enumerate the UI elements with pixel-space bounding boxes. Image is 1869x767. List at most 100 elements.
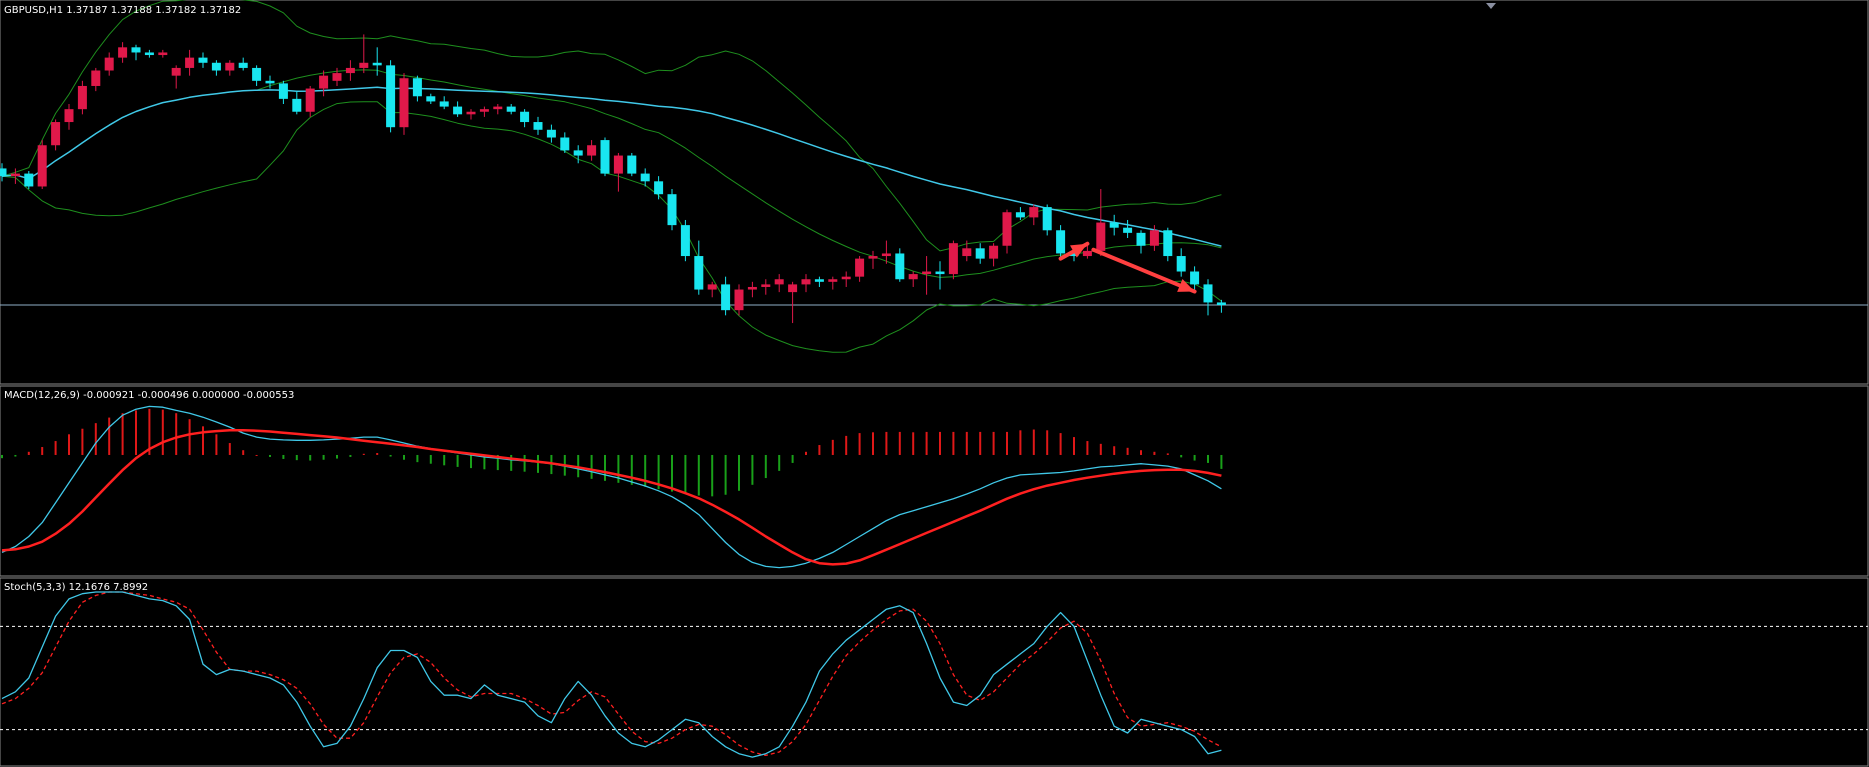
- candle-body: [881, 253, 891, 257]
- stochastic-pane[interactable]: Stoch(5,3,3) 12.1676 7.8992: [0, 577, 1869, 767]
- candle-body: [198, 57, 208, 63]
- candle: [761, 279, 771, 295]
- candle-body: [453, 106, 463, 115]
- candle: [1082, 245, 1092, 259]
- candle-body: [680, 225, 690, 257]
- macd-histogram: [1, 408, 1223, 497]
- candle-body: [895, 253, 905, 280]
- price-pane-border: [0, 0, 1869, 385]
- price-pane[interactable]: GBPUSD,H1 1.37187 1.37188 1.37182 1.3718…: [0, 0, 1869, 385]
- candle: [359, 34, 369, 74]
- candle: [372, 47, 382, 76]
- price-chart-header: GBPUSD,H1 1.37187 1.37188 1.37182 1.3718…: [4, 5, 241, 16]
- candle-body: [573, 150, 583, 156]
- candle-body: [372, 62, 382, 66]
- candle: [278, 80, 288, 105]
- candle-body: [627, 155, 637, 174]
- candle: [91, 67, 101, 92]
- candle: [1042, 204, 1052, 236]
- candle-body: [185, 57, 195, 68]
- candle: [104, 52, 114, 76]
- candle: [1176, 248, 1186, 277]
- candle: [238, 57, 248, 71]
- candle: [962, 240, 972, 262]
- candle: [721, 276, 731, 316]
- candle-body: [935, 271, 945, 275]
- candle-body: [1056, 230, 1066, 254]
- moving-average: [1, 86, 1222, 247]
- candle: [868, 250, 878, 269]
- macd-pane[interactable]: MACD(12,26,9) -0.000921 -0.000496 0.0000…: [0, 385, 1869, 577]
- candle: [10, 168, 20, 184]
- down-arrow-icon-head: [1177, 278, 1195, 292]
- candle-body: [948, 243, 958, 275]
- moving-average-line: [1, 86, 1222, 247]
- candle: [908, 271, 918, 287]
- candle-body: [587, 145, 597, 156]
- candle: [774, 274, 784, 293]
- stochastic-pane-border: [0, 577, 1869, 767]
- candle-body: [654, 181, 664, 195]
- candle-body: [613, 155, 623, 174]
- candle-body: [1203, 284, 1213, 303]
- candle-body: [1029, 207, 1039, 218]
- candle-body: [814, 279, 824, 282]
- candle-body: [962, 248, 972, 257]
- candle: [855, 256, 865, 282]
- candle-body: [506, 106, 516, 112]
- candle-body: [694, 256, 704, 290]
- candle: [453, 101, 463, 117]
- candle-body: [292, 98, 302, 112]
- candle: [24, 171, 34, 190]
- candle: [1203, 279, 1213, 316]
- candle-body: [0, 168, 7, 177]
- candle: [1056, 225, 1066, 259]
- candle: [989, 243, 999, 267]
- candle-body: [600, 140, 610, 174]
- annotation-arrows: [1058, 241, 1197, 294]
- candle-body: [533, 122, 543, 130]
- candle-body: [975, 248, 985, 259]
- candle-body: [211, 62, 221, 71]
- candle: [426, 93, 436, 105]
- candle-body: [426, 96, 436, 102]
- candle: [386, 60, 396, 133]
- candle: [1029, 204, 1039, 226]
- candle-body: [399, 78, 409, 128]
- candle-body: [640, 173, 650, 182]
- candle-body: [1123, 227, 1133, 233]
- candle-body: [118, 47, 128, 58]
- candle-body: [1002, 212, 1012, 246]
- candle: [252, 65, 262, 86]
- candle: [506, 104, 516, 115]
- candle: [613, 152, 623, 192]
- bollinger-lower-line: [1, 101, 1222, 353]
- candle: [1190, 266, 1200, 290]
- macd-lines: [1, 405, 1222, 569]
- macd-label: MACD(12,26,9) -0.000921 -0.000496 0.0000…: [4, 390, 294, 401]
- candle-body: [64, 109, 74, 123]
- stochastic-signal-line: [1, 591, 1222, 757]
- candle: [118, 42, 128, 63]
- candle-body: [252, 67, 262, 81]
- candle-body: [24, 173, 34, 187]
- candle-body: [131, 47, 141, 53]
- candle: [265, 75, 275, 89]
- candle-body: [158, 52, 168, 56]
- candle: [198, 52, 208, 68]
- candle: [1163, 227, 1173, 262]
- candle: [171, 65, 181, 89]
- candle: [185, 49, 195, 76]
- candle: [319, 70, 329, 97]
- candlesticks: [0, 34, 1226, 324]
- candle: [520, 109, 530, 128]
- candle: [77, 80, 87, 115]
- candle: [1002, 209, 1012, 254]
- chart-shift-marker-icon[interactable]: [1486, 3, 1496, 9]
- candle-body: [560, 137, 570, 151]
- candle-body: [1069, 253, 1079, 257]
- candle-body: [520, 111, 530, 123]
- macd-pane-border: [0, 385, 1869, 577]
- candle: [1149, 225, 1159, 251]
